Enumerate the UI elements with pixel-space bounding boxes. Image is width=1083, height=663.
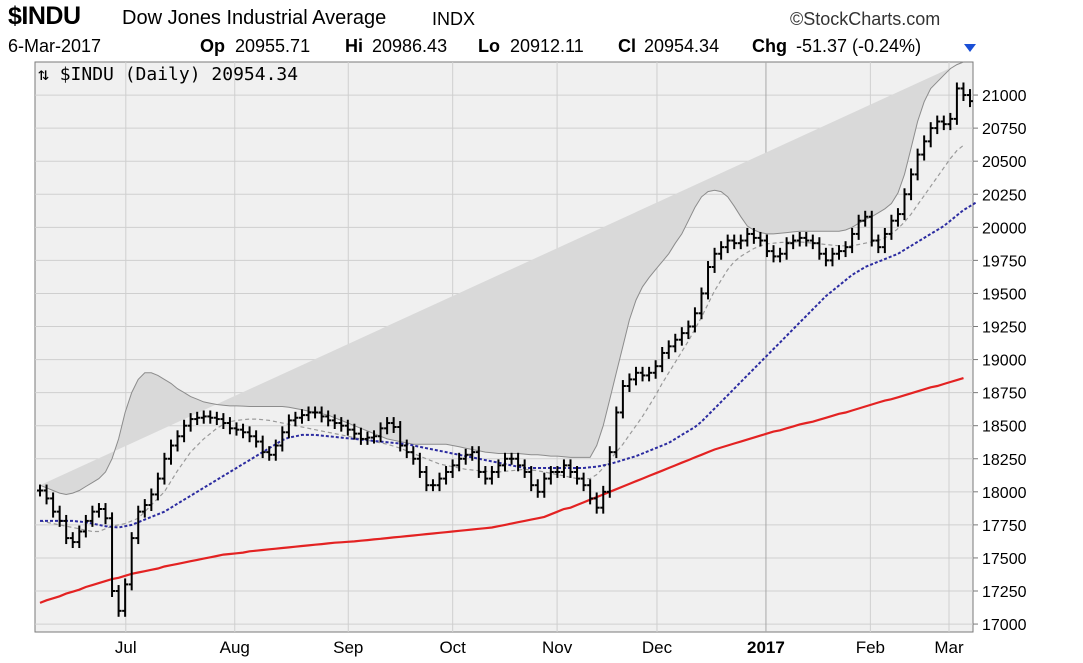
quote-row: 6-Mar-2017 Op 20955.71 Hi 20986.43 Lo 20… <box>0 36 1000 58</box>
sma200-line <box>39 377 964 604</box>
y-tick-label: 21000 <box>982 88 1027 105</box>
y-tick-label: 18000 <box>982 485 1027 502</box>
bollinger-band-area <box>39 61 964 496</box>
y-tick-label: 20000 <box>982 220 1027 237</box>
low-label: Lo <box>478 36 500 56</box>
y-tick-label: 17750 <box>982 518 1027 535</box>
y-tick-label: 18250 <box>982 452 1027 469</box>
x-tick-label: Sep <box>333 638 363 657</box>
open-label: Op <box>200 36 225 56</box>
close-label: Cl <box>618 36 636 56</box>
open-value: 20955.71 <box>235 36 311 56</box>
y-axis: 17000 17250 17500 17750 18000 18250 18500 18750… <box>973 88 1027 634</box>
y-tick-label: 19500 <box>982 286 1027 303</box>
symbol: $INDU <box>8 2 81 30</box>
x-axis: Jul Aug Sep Oct Nov Dec 2017 Feb Mar <box>115 638 964 657</box>
chart-header: $INDU Dow Jones Industrial Average INDX … <box>0 0 1083 62</box>
x-tick-label: Oct <box>439 638 466 657</box>
change-value: -51.37 (-0.24%) <box>796 36 922 56</box>
x-tick-label: Mar <box>934 638 964 657</box>
y-tick-label: 17000 <box>982 617 1027 634</box>
x-tick-label: Nov <box>542 638 573 657</box>
high-value: 20986.43 <box>372 36 448 56</box>
low-value: 20912.11 <box>510 36 584 56</box>
moving-averages <box>39 144 978 604</box>
y-tick-label: 18750 <box>982 386 1027 403</box>
x-tick-label: 2017 <box>747 638 785 657</box>
x-tick-label: Jul <box>115 638 137 657</box>
quote-date: 6-Mar-2017 <box>8 36 102 56</box>
sma50-line <box>40 201 978 529</box>
bollinger-band <box>39 61 964 496</box>
exchange: INDX <box>432 9 476 29</box>
high-label: Hi <box>345 36 363 56</box>
legend-text: $INDU (Daily) 20954.34 <box>59 64 299 85</box>
y-tick-label: 20250 <box>982 187 1027 204</box>
y-tick-label: 20500 <box>982 154 1027 171</box>
down-triangle-icon <box>964 44 976 52</box>
x-tick-label: Aug <box>220 638 250 657</box>
y-tick-label: 19000 <box>982 353 1027 370</box>
price-bars-icon: ⇅ <box>38 64 49 85</box>
x-tick-label: Feb <box>856 638 885 657</box>
change-label: Chg <box>752 36 787 56</box>
brand-watermark[interactable]: ©StockCharts.com <box>790 9 941 29</box>
y-tick-label: 19250 <box>982 320 1027 337</box>
y-tick-label: 20750 <box>982 121 1027 138</box>
y-tick-label: 18500 <box>982 419 1027 436</box>
chart-legend: ⇅ $INDU (Daily) 20954.34 <box>38 64 298 85</box>
close-value: 20954.34 <box>644 36 720 56</box>
y-tick-label: 17250 <box>982 584 1027 601</box>
sma20-line <box>39 144 964 533</box>
y-tick-label: 19750 <box>982 253 1027 270</box>
y-tick-label: 17500 <box>982 551 1027 568</box>
price-bars <box>37 82 973 617</box>
x-tick-label: Dec <box>642 638 673 657</box>
instrument-name: Dow Jones Industrial Average <box>122 7 387 29</box>
